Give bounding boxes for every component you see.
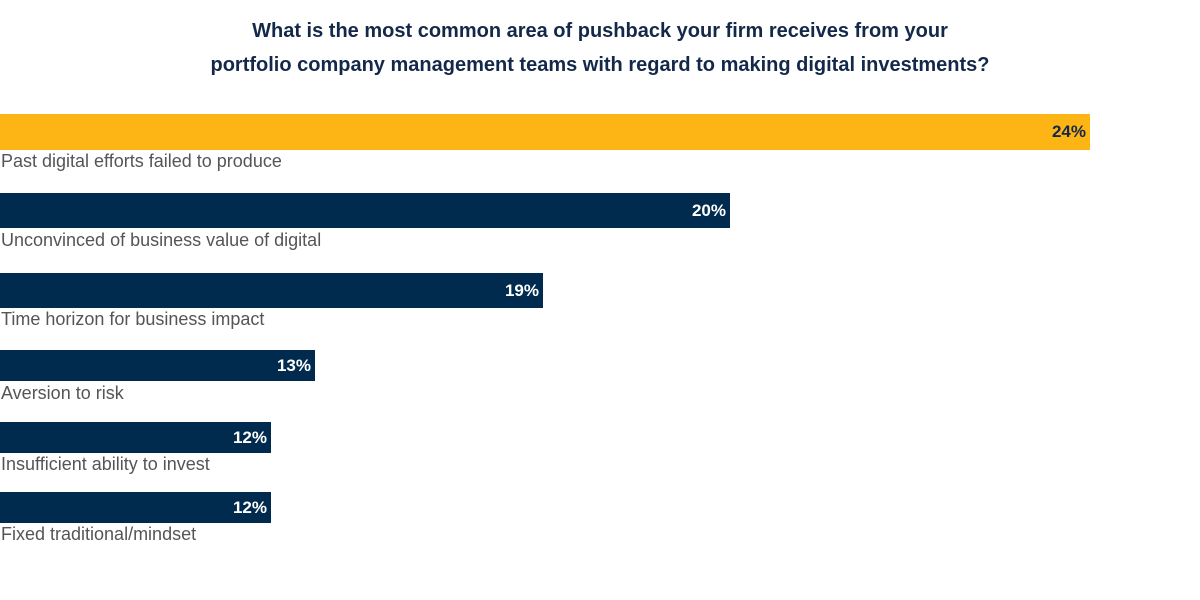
- bar-2: 19%: [0, 273, 543, 308]
- category-label: Time horizon for business impact: [1, 309, 265, 329]
- bar-4: 12%: [0, 422, 271, 453]
- bar-3: 13%: [0, 350, 315, 381]
- data-label: 24%: [1051, 122, 1086, 141]
- category-label: Past digital efforts failed to produce: [1, 151, 282, 171]
- bar-5: 12%: [0, 492, 271, 523]
- data-label: 19%: [504, 280, 539, 300]
- title-line-1: What is the most common area of pushback…: [252, 20, 948, 42]
- bar-0: 24%: [0, 114, 1090, 150]
- category-label: Fixed traditional/mindset: [1, 524, 197, 544]
- data-label: 12%: [232, 497, 267, 517]
- chart-title: What is the most common area of pushback…: [0, 14, 1200, 82]
- category-label: Aversion to risk: [1, 383, 124, 403]
- data-label: 12%: [232, 427, 267, 447]
- data-label: 13%: [276, 355, 311, 375]
- bar-1: 20%: [0, 193, 730, 228]
- category-label: Unconvinced of business value of digital: [1, 230, 322, 250]
- title-line-2: portfolio company management teams with …: [210, 54, 990, 76]
- data-label: 20%: [691, 200, 726, 220]
- category-label: Insufficient ability to invest: [1, 454, 210, 474]
